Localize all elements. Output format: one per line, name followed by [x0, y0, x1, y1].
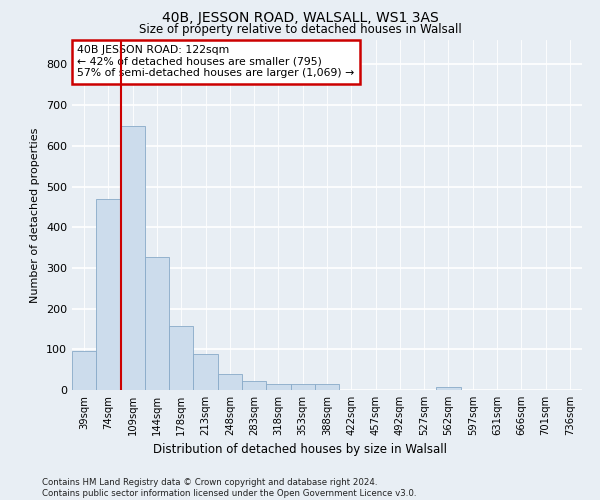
- Text: 40B, JESSON ROAD, WALSALL, WS1 3AS: 40B, JESSON ROAD, WALSALL, WS1 3AS: [161, 11, 439, 25]
- Bar: [145, 257, 169, 390]
- Bar: [96, 198, 121, 390]
- Y-axis label: Number of detached properties: Number of detached properties: [31, 128, 40, 302]
- Bar: [290, 384, 315, 390]
- Bar: [169, 326, 193, 390]
- Bar: [121, 126, 145, 390]
- Bar: [193, 354, 218, 390]
- Text: Contains HM Land Registry data © Crown copyright and database right 2024.
Contai: Contains HM Land Registry data © Crown c…: [42, 478, 416, 498]
- Bar: [266, 384, 290, 390]
- Bar: [436, 386, 461, 390]
- Bar: [315, 384, 339, 390]
- Bar: [242, 381, 266, 390]
- Text: Distribution of detached houses by size in Walsall: Distribution of detached houses by size …: [153, 442, 447, 456]
- Bar: [72, 352, 96, 390]
- Bar: [218, 374, 242, 390]
- Text: Size of property relative to detached houses in Walsall: Size of property relative to detached ho…: [139, 22, 461, 36]
- Text: 40B JESSON ROAD: 122sqm
← 42% of detached houses are smaller (795)
57% of semi-d: 40B JESSON ROAD: 122sqm ← 42% of detache…: [77, 46, 355, 78]
